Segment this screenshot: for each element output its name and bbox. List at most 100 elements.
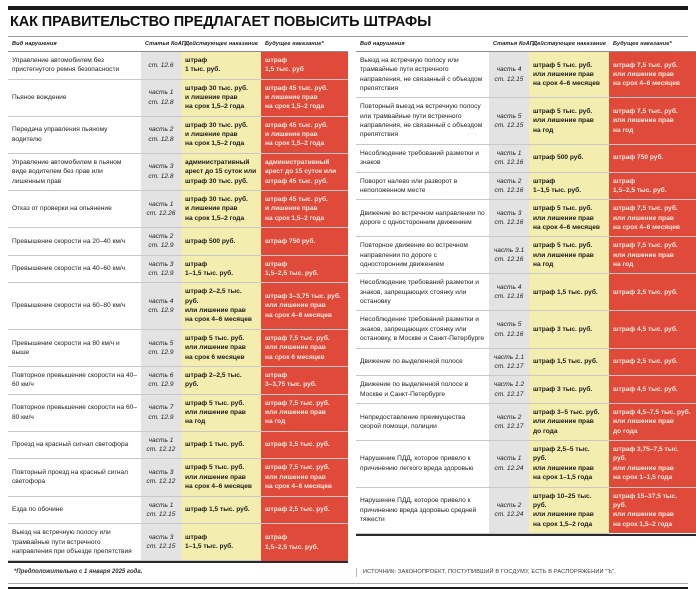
cell-current-penalty: штраф 1,5 тыс. руб.: [529, 273, 609, 312]
cell-article: часть 3 ст. 12.8: [141, 153, 181, 191]
cell-article: часть 1 ст. 12.24: [489, 440, 529, 488]
table-header-row: Вид нарушения Статья КоАП Действующее на…: [8, 36, 348, 52]
cell-violation: Превышение скорости на 20–40 км/ч: [8, 227, 141, 256]
cell-current-penalty: штраф 1 тыс. руб.: [181, 431, 261, 460]
table-head-left: Вид нарушения Статья КоАП Действующее на…: [8, 36, 348, 52]
cell-future-penalty: штраф 7,5 тыс. руб. или лишение прав на ср…: [609, 199, 696, 238]
cell-article: часть 1 ст. 12.12: [141, 431, 181, 460]
table-row: Нарушение ПДД, которое привело к причине…: [356, 440, 696, 488]
cell-violation: Превышение скорости на 40–60 км/ч: [8, 255, 141, 284]
cell-current-penalty: административный арест до 15 суток или штр…: [181, 153, 261, 191]
col-header-article: Статья КоАП: [141, 36, 186, 52]
cell-violation: Нарушение ПДД, которое привело к причине…: [356, 487, 489, 534]
cell-current-penalty: штраф 3 тыс. руб.: [529, 310, 609, 349]
table-row: Управление автомобилем без пристегнутого…: [8, 51, 348, 80]
table-row: Пьяное вождение часть 1 ст. 12.8 штраф 30 т…: [8, 79, 348, 117]
table-row: Езда по обочине часть 1 ст. 12.15 штраф 1,5…: [8, 496, 348, 525]
cell-future-penalty: штраф 2,5 тыс. руб.: [609, 348, 696, 377]
cell-current-penalty: штраф 5 тыс. руб. или лишение прав на срок…: [529, 51, 609, 99]
table-row: Превышение скорости на 20–40 км/ч часть 2…: [8, 227, 348, 256]
col-header-current: Действующее наказание: [529, 36, 609, 52]
cell-future-penalty: штраф 7,5 тыс. руб. или лишение прав на ср…: [261, 329, 348, 367]
col-header-current: Действующее наказание: [181, 36, 261, 52]
cell-article: часть 1 ст. 12.26: [141, 190, 181, 228]
table-row: Передача управления пьяному водителю част…: [8, 116, 348, 154]
cell-current-penalty: штраф 10–25 тыс. руб. или лишение прав на …: [529, 487, 609, 534]
cell-future-penalty: штраф 4,5–7,5 тыс. руб. или лишение прав д…: [609, 403, 696, 442]
cell-violation: Движение по выделенной полосе: [356, 348, 489, 377]
infographic-page: КАК ПРАВИТЕЛЬСТВО ПРЕДЛАГАЕТ ПОВЫСИТЬ ШТ…: [0, 6, 696, 589]
cell-current-penalty: штраф 3–5 тыс. руб. или лишение прав до го…: [529, 403, 609, 442]
cell-current-penalty: штраф 1,5 тыс. руб.: [181, 496, 261, 525]
cell-current-penalty: штраф 1–1,5 тыс. руб.: [181, 523, 261, 562]
table-head-right: Вид нарушения Статья КоАП Действующее на…: [356, 36, 696, 52]
cell-article: часть 5 ст. 12.15: [489, 97, 529, 145]
cell-current-penalty: штраф 500 руб.: [181, 227, 261, 256]
cell-current-penalty: штраф 5 тыс. руб. или лишение прав на год: [529, 236, 609, 275]
table-row: Повторное превышение скорости на 40–60 к…: [8, 366, 348, 395]
cell-future-penalty: штраф 750 руб.: [609, 144, 696, 173]
cell-violation: Проезд на красный сигнал светофора: [8, 431, 141, 460]
cell-current-penalty: штраф 5 тыс. руб. или лишение прав на год: [529, 97, 609, 145]
cell-article: часть 3 ст. 12.9: [141, 255, 181, 284]
table-row: Повторный выезд на встречную полосу или …: [356, 97, 696, 145]
cell-violation: Непредоставление преимущества скорой пом…: [356, 403, 489, 442]
cell-current-penalty: штраф 5 тыс. руб. или лишение прав на срок…: [181, 458, 261, 497]
cell-violation: Несоблюдение требований разметки и знако…: [356, 310, 489, 349]
cell-future-penalty: штраф 3–3,75 тыс. руб. или лишение прав на…: [261, 282, 348, 330]
cell-future-penalty: штраф 2,5 тыс. руб.: [261, 496, 348, 525]
cell-future-penalty: штраф 45 тыс. руб. и лишение прав на срок …: [261, 190, 348, 228]
table-header-row: Вид нарушения Статья КоАП Действующее на…: [356, 36, 696, 52]
cell-article: часть 5 ст. 12.16: [489, 310, 529, 349]
table-row: Повторное движение во встречном направле…: [356, 236, 696, 275]
source-note: ИСТОЧНИК: ЗАКОНОПРОЕКТ, ПОСТУПИВШИЙ В ГО…: [356, 568, 688, 577]
cell-current-penalty: штраф 1–1,5 тыс. руб.: [529, 172, 609, 201]
table-row: Поворот налево или разворот в неположенн…: [356, 172, 696, 201]
cell-violation: Пьяное вождение: [8, 79, 141, 117]
cell-violation: Повторное превышение скорости на 60–80 к…: [8, 394, 141, 432]
cell-future-penalty: административный арест до 15 суток или штр…: [261, 153, 348, 191]
cell-article: часть 1 ст. 12.16: [489, 144, 529, 173]
cell-violation: Движение во встречном направлении по дор…: [356, 199, 489, 238]
cell-article: часть 6 ст. 12.9: [141, 366, 181, 395]
cell-future-penalty: штраф 3,75–7,5 тыс. руб. или лишение прав…: [609, 440, 696, 488]
table-row: Управление автомобилем в пьяном виде вод…: [8, 153, 348, 191]
cell-future-penalty: штраф 7,5 тыс. руб. или лишение прав на ср…: [261, 458, 348, 497]
cell-future-penalty: штраф 45 тыс. руб. и лишение прав на срок …: [261, 116, 348, 154]
table-row: Отказ от проверки на опьянение часть 1 ст.…: [8, 190, 348, 228]
cell-current-penalty: штраф 5 тыс. руб. или лишение прав на год: [181, 394, 261, 432]
table-row: Несоблюдение требований разметки и знако…: [356, 273, 696, 312]
cell-violation: Езда по обочине: [8, 496, 141, 525]
cell-article: часть 2 ст. 12.24: [489, 487, 529, 534]
table-row: Нарушение ПДД, которое привело к причине…: [356, 487, 696, 534]
left-table-wrapper: Вид нарушения Статья КоАП Действующее на…: [8, 36, 348, 564]
cell-current-penalty: штраф 30 тыс. руб. и лишение прав на срок …: [181, 116, 261, 154]
table-row: Повторное превышение скорости на 60–80 к…: [8, 394, 348, 432]
col-header-future: Будущее наказание*: [609, 36, 696, 52]
table-row: Движение по выделенной полосе часть 1.1 ст…: [356, 348, 696, 377]
cell-future-penalty: штраф 3–3,75 тыс. руб.: [261, 366, 348, 395]
table-row: Несоблюдение требований разметки и знако…: [356, 310, 696, 349]
cell-current-penalty: штраф 3 тыс. руб.: [529, 375, 609, 404]
cell-current-penalty: штраф 1–1,5 тыс. руб.: [181, 255, 261, 284]
cell-violation: Управление автомобилем без пристегнутого…: [8, 51, 141, 80]
cell-violation: Передача управления пьяному водителю: [8, 116, 141, 154]
footer: *Предположительно с 1 января 2025 года. …: [8, 568, 688, 577]
cell-violation: Превышение скорости на 80 км/ч и выше: [8, 329, 141, 367]
cell-current-penalty: штраф 500 руб.: [529, 144, 609, 173]
fines-table-right: Вид нарушения Статья КоАП Действующее на…: [356, 36, 696, 534]
top-rule-divider: [8, 6, 688, 10]
cell-article: часть 2 ст. 12.8: [141, 116, 181, 154]
cell-future-penalty: штраф 7,5 тыс. руб. или лишение прав на го…: [609, 97, 696, 145]
cell-current-penalty: штраф 30 тыс. руб. и лишение прав на срок …: [181, 190, 261, 228]
cell-article: часть 2 ст. 12.9: [141, 227, 181, 256]
cell-current-penalty: штраф 30 тыс. руб. и лишение прав на срок …: [181, 79, 261, 117]
cell-future-penalty: штраф 1,5 тыс. руб.: [261, 431, 348, 460]
cell-violation: Поворот налево или разворот в неположенн…: [356, 172, 489, 201]
cell-current-penalty: штраф 1 тыс. руб.: [181, 51, 261, 80]
table-row: Несоблюдение требований разметки и знако…: [356, 144, 696, 173]
cell-violation: Выезд на встречную полосу или трамвайные…: [8, 523, 141, 562]
page-title: КАК ПРАВИТЕЛЬСТВО ПРЕДЛАГАЕТ ПОВЫСИТЬ ШТ…: [10, 14, 432, 30]
cell-future-penalty: штраф 15–37,5 тыс. руб. или лишение прав н…: [609, 487, 696, 534]
cell-article: часть 2 ст. 12.17: [489, 403, 529, 442]
